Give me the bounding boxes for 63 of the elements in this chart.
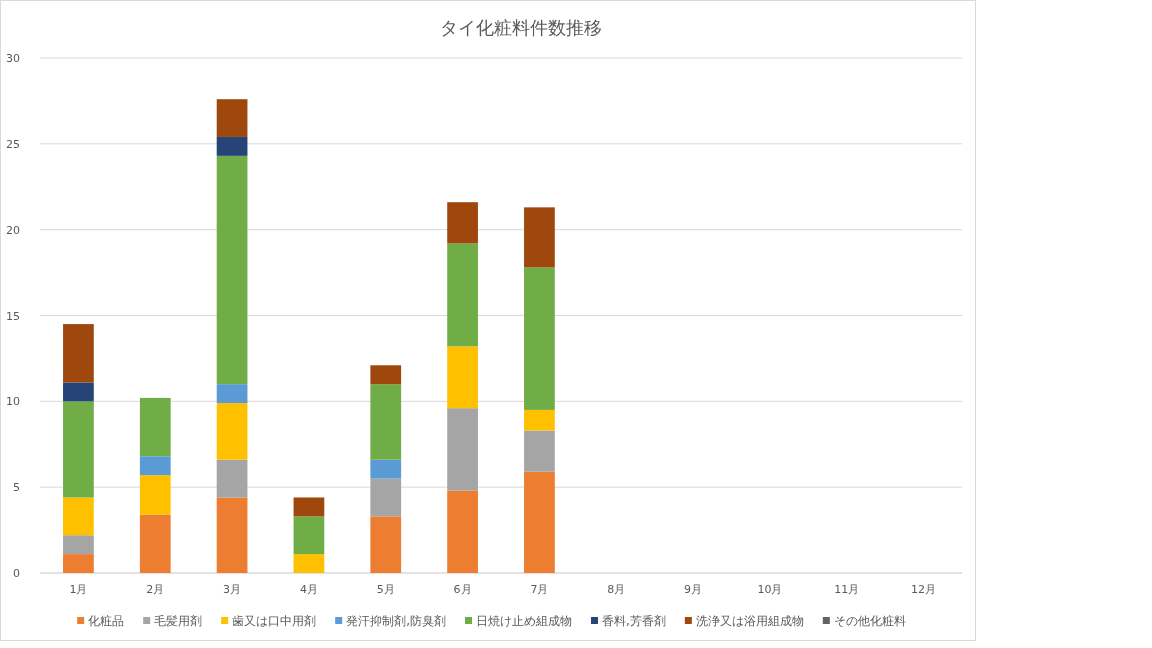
legend-label: 日焼け止め組成物 — [476, 614, 572, 628]
bar — [370, 365, 402, 385]
legend-label: その他化粧料 — [833, 614, 906, 628]
y-tick-label: 10 — [6, 395, 20, 409]
legend-label: 洗浄又は浴用組成物 — [695, 614, 804, 628]
legend-label: 歯又は口中用剤 — [232, 614, 317, 628]
bar — [139, 456, 171, 476]
x-tick-label: 6月 — [453, 583, 472, 596]
y-tick-label: 0 — [13, 567, 20, 580]
bar — [216, 403, 248, 460]
bar — [293, 516, 325, 555]
x-tick-label: 4月 — [299, 583, 318, 596]
bar — [63, 401, 94, 498]
bar — [216, 99, 248, 137]
x-tick-label: 5月 — [376, 583, 395, 596]
x-tick-label: 11月 — [834, 583, 860, 596]
x-tick-label: 9月 — [684, 583, 703, 596]
bar — [524, 267, 555, 410]
legend-label: 香料,芳香剤 — [602, 614, 666, 628]
bar — [370, 478, 402, 517]
bar — [447, 202, 478, 244]
y-tick-label: 20 — [6, 223, 20, 237]
bar — [524, 471, 555, 573]
bar — [447, 346, 478, 409]
bar — [447, 490, 478, 573]
bar — [139, 514, 171, 573]
bar — [293, 554, 325, 573]
x-tick-label: 12月 — [911, 583, 937, 596]
bar — [447, 243, 478, 347]
bar — [293, 497, 325, 517]
legend-label: 毛髪用剤 — [154, 614, 203, 628]
y-tick-label: 15 — [6, 309, 20, 323]
bar — [524, 430, 555, 472]
bar — [63, 535, 94, 555]
bar — [216, 136, 248, 156]
y-tick-label: 25 — [6, 137, 20, 151]
bar — [216, 459, 248, 498]
bar — [370, 384, 402, 460]
bar — [139, 397, 171, 457]
y-tick-label: 5 — [13, 481, 20, 495]
legend-label: 発汗抑制剤,防臭剤 — [346, 614, 446, 628]
bar — [216, 384, 248, 404]
bar — [216, 155, 248, 385]
bar — [139, 475, 171, 515]
bar — [370, 459, 402, 479]
x-tick-label: 1月 — [69, 583, 88, 596]
bar — [524, 409, 555, 431]
bar — [216, 497, 248, 573]
legend-label: 化粧品 — [88, 614, 125, 628]
x-tick-label: 10月 — [757, 583, 783, 596]
y-tick-label: 30 — [6, 52, 20, 65]
x-tick-label: 3月 — [223, 583, 242, 596]
x-tick-label: 7月 — [530, 583, 549, 596]
x-tick-label: 2月 — [146, 583, 165, 596]
bar — [63, 324, 94, 383]
bar — [63, 554, 94, 573]
bar — [63, 382, 94, 402]
bar — [63, 497, 94, 536]
bar — [447, 408, 478, 491]
bar — [370, 516, 402, 573]
x-tick-label: 8月 — [607, 583, 626, 596]
chart-title: タイ化粧料件数推移 — [440, 17, 602, 38]
bar — [524, 207, 555, 268]
